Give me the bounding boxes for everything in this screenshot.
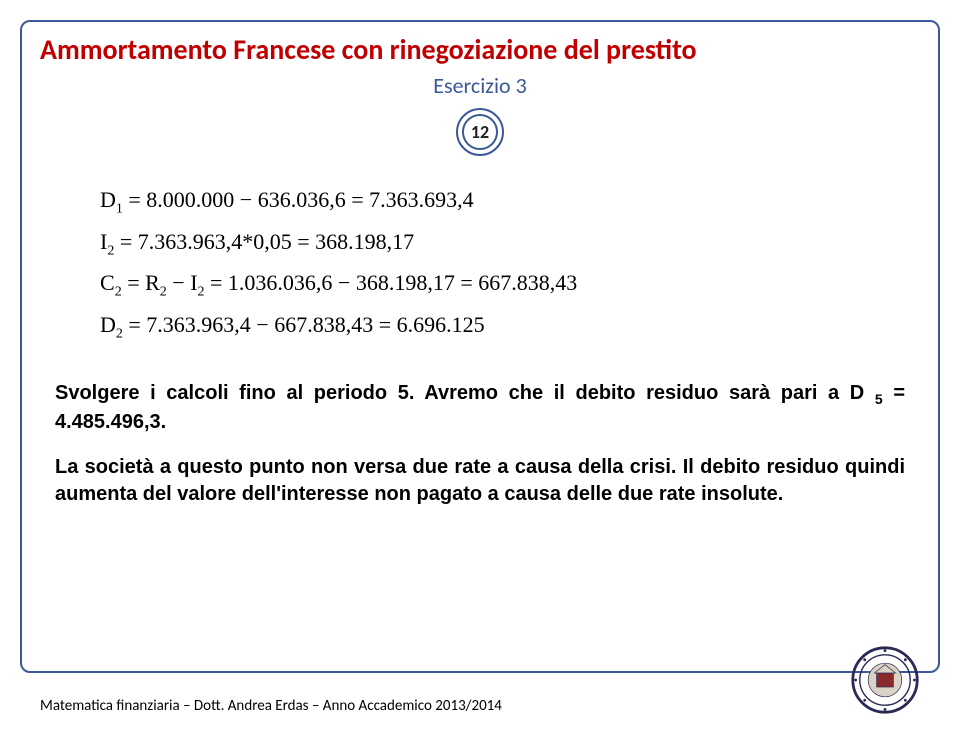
paragraph-2: La società a questo punto non versa due … — [55, 454, 905, 508]
badge-inner-ring: 12 — [462, 114, 498, 150]
equation-line-2: I2 = 7.363.963,4*0,05 = 368.198,17 — [100, 222, 577, 264]
university-seal-icon — [850, 645, 920, 715]
paragraph-1: Svolgere i calcoli fino al periodo 5. Av… — [55, 380, 905, 436]
page-title: Ammortamento Francese con rinegoziazione… — [40, 32, 920, 67]
page-number: 12 — [471, 121, 489, 143]
body-text: Svolgere i calcoli fino al periodo 5. Av… — [55, 380, 905, 526]
footer: Matematica finanziaria – Dott. Andrea Er… — [40, 645, 920, 715]
equation-line-4: D2 = 7.363.963,4 − 667.838,43 = 6.696.12… — [100, 305, 577, 347]
equations-block: D1 = 8.000.000 − 636.036,6 = 7.363.693,4… — [100, 180, 577, 346]
equation-line-1: D1 = 8.000.000 − 636.036,6 = 7.363.693,4 — [100, 180, 577, 222]
equation-line-3: C2 = R2 − I2 = 1.036.036,6 − 368.198,17 … — [100, 263, 577, 305]
page-number-badge: 12 — [456, 108, 504, 156]
subtitle: Esercizio 3 — [0, 72, 960, 99]
badge-outer-ring: 12 — [456, 108, 504, 156]
footer-text: Matematica finanziaria – Dott. Andrea Er… — [40, 697, 502, 715]
